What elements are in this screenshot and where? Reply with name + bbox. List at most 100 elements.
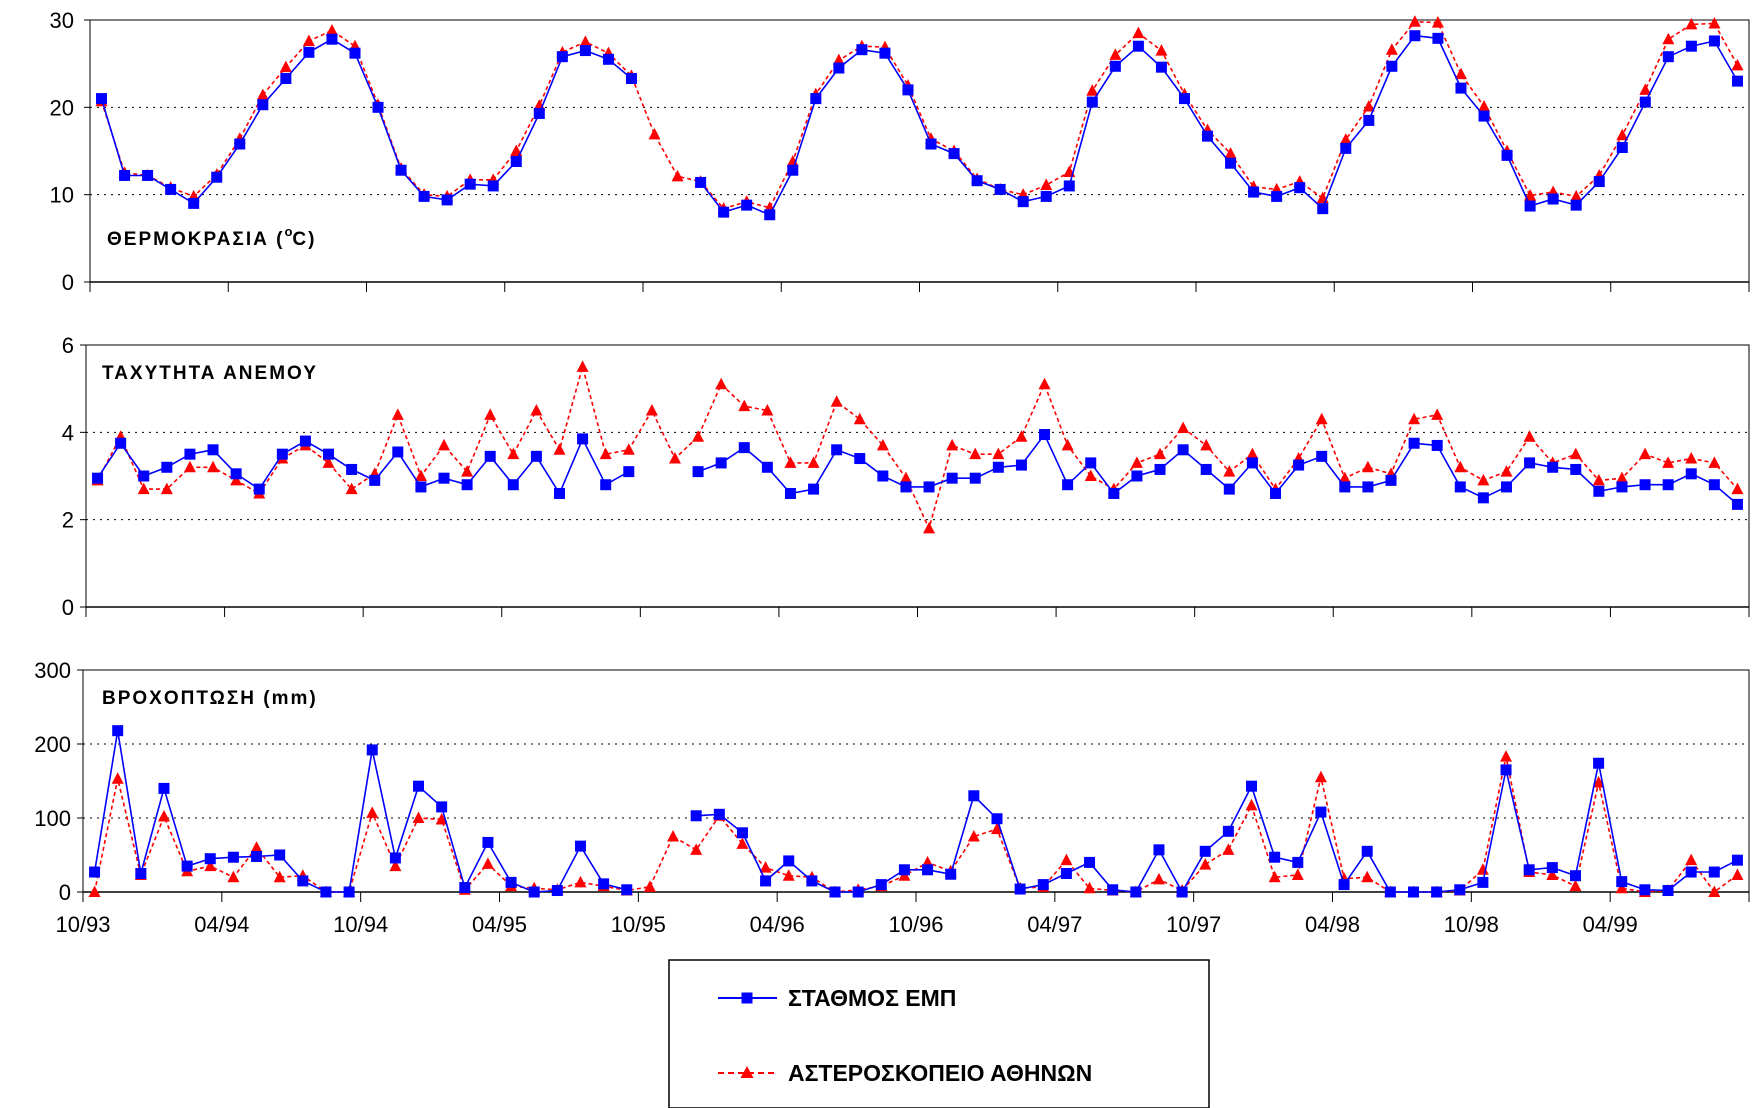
rainfall-point-emp xyxy=(1269,851,1281,863)
temperature-ytick-label: 20 xyxy=(50,95,74,120)
rainfall-point-emp xyxy=(1014,883,1026,895)
wind-point-observatory xyxy=(1454,460,1467,473)
wind-point-observatory xyxy=(1431,408,1444,420)
temperature-point-observatory xyxy=(1685,17,1698,30)
wind-series-emp xyxy=(92,429,1743,510)
temperature-point-emp xyxy=(625,73,637,85)
rainfall-point-emp xyxy=(922,864,934,876)
temperature-ytick-label: 0 xyxy=(62,270,74,295)
legend-box xyxy=(668,959,1210,1108)
wind-point-observatory xyxy=(1200,438,1213,451)
rainfall-point-observatory xyxy=(782,869,795,881)
rainfall-point-emp xyxy=(1338,879,1350,891)
temperature-point-emp xyxy=(142,169,154,181)
rainfall-point-emp xyxy=(1407,886,1419,898)
temperature-series-line-emp xyxy=(699,34,1739,216)
wind-point-observatory xyxy=(622,443,635,455)
rainfall-point-observatory xyxy=(1685,853,1698,866)
wind-point-emp xyxy=(831,444,843,456)
rainfall-point-emp xyxy=(875,879,887,891)
rainfall-point-emp xyxy=(1477,876,1489,888)
wind-point-observatory xyxy=(807,456,820,468)
rainfall-point-observatory xyxy=(1222,843,1235,855)
wind-point-observatory xyxy=(830,395,843,407)
temperature-point-observatory xyxy=(1224,147,1237,159)
wind-point-observatory xyxy=(1015,430,1028,442)
temperature-point-observatory xyxy=(1155,44,1168,56)
rainfall-point-observatory xyxy=(227,870,240,883)
rainfall-point-emp xyxy=(945,868,957,880)
wind-point-emp xyxy=(692,466,704,478)
wind-point-observatory xyxy=(1500,465,1513,477)
temperature-point-emp xyxy=(303,46,315,58)
wind-point-emp xyxy=(1200,463,1212,475)
wind-point-observatory xyxy=(391,408,404,420)
wind-point-emp xyxy=(1570,463,1582,475)
wind-point-emp xyxy=(738,442,750,454)
wind-point-observatory xyxy=(899,471,912,484)
wind-point-observatory xyxy=(1130,456,1143,468)
rainfall-point-observatory xyxy=(273,870,286,883)
wind-point-emp xyxy=(299,435,311,447)
wind-point-observatory xyxy=(160,482,173,495)
rainfall-point-emp xyxy=(1060,868,1072,879)
temperature-point-observatory xyxy=(1616,128,1629,141)
rainfall-point-emp xyxy=(1523,864,1535,876)
rainfall-series-emp xyxy=(89,725,1743,898)
wind-point-emp xyxy=(1154,463,1166,475)
temperature-point-emp xyxy=(533,107,545,119)
wind-point-emp xyxy=(761,461,773,473)
wind-point-emp xyxy=(1339,481,1351,493)
rainfall-point-emp xyxy=(227,851,239,863)
temperature-point-emp xyxy=(1248,186,1260,198)
rainfall-point-emp xyxy=(829,886,841,898)
wind-series-line-emp xyxy=(697,432,1739,506)
wind-point-observatory xyxy=(484,408,497,420)
temperature-point-observatory xyxy=(279,60,292,73)
wind-point-emp xyxy=(1293,459,1305,471)
temperature-panel-title: ΘΕΡΜΟΚΡΑΣΙΑ (oC) xyxy=(107,224,316,250)
temperature-point-observatory xyxy=(786,154,799,167)
temperature-point-emp xyxy=(326,33,338,45)
rainfall-point-emp xyxy=(898,864,910,876)
rainfall-point-observatory xyxy=(1361,870,1374,883)
rainfall-point-emp xyxy=(1662,885,1674,897)
wind-point-emp xyxy=(138,470,150,482)
wind-point-emp xyxy=(1731,498,1743,510)
wind-point-emp xyxy=(1062,479,1074,491)
rainfall-ytick-label: 300 xyxy=(34,658,71,683)
rainfall-point-emp xyxy=(1107,884,1119,896)
rainfall-point-observatory xyxy=(481,857,494,869)
rainfall-point-emp xyxy=(389,852,401,864)
wind-point-observatory xyxy=(599,447,612,460)
temperature-point-emp xyxy=(487,180,499,192)
temperature-point-emp xyxy=(1202,130,1214,142)
rainfall-point-observatory xyxy=(1546,868,1559,880)
temperature-point-emp xyxy=(879,47,891,59)
wind-ytick-label: 6 xyxy=(62,333,74,358)
wind-point-emp xyxy=(1616,481,1628,493)
temperature-point-emp xyxy=(1662,51,1674,63)
wind-point-observatory xyxy=(345,482,358,495)
rainfall-point-emp xyxy=(574,840,586,852)
rainfall-point-emp xyxy=(1593,757,1605,769)
xtick-label: 10/97 xyxy=(1166,912,1221,937)
temperature-point-emp xyxy=(1570,199,1582,211)
legend-label-emp: ΣΤΑΘΜΟΣ ΕΜΠ xyxy=(788,985,956,1011)
temperature-point-emp xyxy=(464,178,476,190)
wind-point-emp xyxy=(276,448,288,460)
rainfall-point-observatory xyxy=(157,810,170,822)
wind-point-emp xyxy=(1108,487,1120,499)
rainfall-point-emp xyxy=(366,744,378,756)
wind-point-emp xyxy=(553,487,565,499)
rainfall-point-emp xyxy=(852,886,864,898)
temperature-point-emp xyxy=(579,45,591,57)
rainfall-point-observatory xyxy=(690,843,703,855)
wind-point-emp xyxy=(854,453,866,465)
temperature-plot-area xyxy=(89,19,1750,283)
wind-point-observatory xyxy=(207,460,220,473)
temperature-point-emp xyxy=(695,176,707,188)
wind-point-emp xyxy=(1547,461,1559,473)
temperature-point-emp xyxy=(856,44,868,56)
rainfall-point-observatory xyxy=(1592,775,1605,788)
